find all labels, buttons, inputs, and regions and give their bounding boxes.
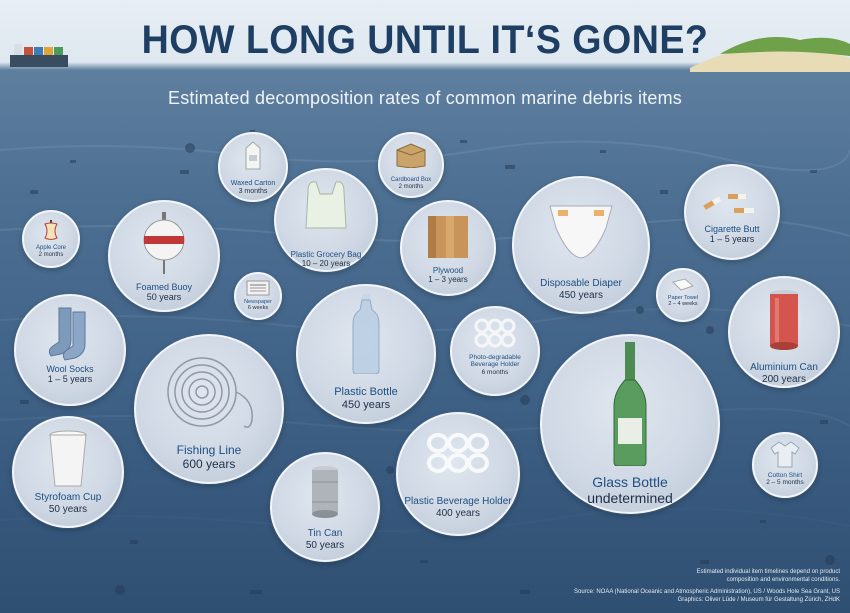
cotton-shirt-time: 2 – 5 months	[766, 479, 804, 487]
aluminium-can-icon	[770, 290, 798, 350]
plywood-time: 1 – 3 years	[428, 275, 468, 285]
bubble-wool-socks: Wool Socks 1 – 5 years	[14, 294, 126, 406]
grocery-bag-time: 10 – 20 years	[301, 259, 351, 269]
plastic-bottle-name: Plastic Bottle	[334, 386, 398, 398]
carton-icon	[245, 141, 261, 170]
bubble-disposable-diaper: Disposable Diaper 450 years	[512, 176, 650, 314]
tin-can-icon	[312, 466, 338, 518]
socks-icon	[48, 307, 86, 361]
bubble-cardboard-box: Cardboard Box 2 months	[378, 132, 444, 198]
bubble-newspaper: Newspaper 6 weeks	[234, 272, 282, 320]
tin-can-time: 50 years	[305, 539, 345, 551]
styrofoam-cup-icon	[49, 430, 87, 487]
cigarette-butt-icon	[703, 194, 754, 213]
plastic-holder-time: 400 years	[436, 507, 480, 519]
fishing-line-time: 600 years	[182, 456, 236, 471]
fishing-line-name: Fishing Line	[176, 443, 242, 457]
plastic-bottle-time: 450 years	[341, 398, 391, 411]
island-icon	[690, 37, 850, 72]
aluminium-can-time: 200 years	[762, 373, 806, 385]
cotton-shirt-icon	[770, 441, 800, 468]
glass-bottle-name: Glass Bottle	[592, 474, 668, 490]
bubble-plywood: Plywood 1 – 3 years	[400, 200, 496, 296]
subtitle: Estimated decomposition rates of common …	[167, 88, 682, 108]
apple-core-name: Apple Core	[35, 245, 67, 251]
buoy-icon	[143, 212, 185, 274]
bubble-aluminium-can: Aluminium Can 200 years	[728, 276, 840, 388]
newspaper-name: Newspaper	[244, 299, 272, 305]
grocery-bag-name: Plastic Grocery Bag	[290, 250, 362, 259]
aluminium-can-name: Aluminium Can	[750, 362, 818, 373]
bubble-tin-can: Tin Can 50 years	[270, 452, 380, 562]
paper-towel-name: Paper Towel	[667, 295, 699, 301]
cigarette-butt-time: 1 – 5 years	[709, 234, 755, 245]
source-line-1: Source: NOAA (National Oceanic and Atmos…	[573, 589, 840, 595]
waxed-carton-time: 3 months	[238, 188, 268, 196]
tin-can-name: Tin Can	[307, 528, 343, 539]
photo-holder-name-1: Photo-degradable	[469, 354, 521, 361]
plywood-icon	[428, 216, 468, 258]
fishing-line-icon	[167, 357, 253, 428]
bubble-styrofoam-cup: Styrofoam Cup 50 years	[12, 416, 124, 528]
bubble-waxed-carton: Waxed Carton 3 months	[218, 132, 288, 202]
cardboard-box-name: Cardboard Box	[390, 177, 432, 183]
ship-icon	[10, 44, 68, 67]
glass-bottle-time: undetermined	[587, 490, 673, 507]
plastic-ring-holder-icon	[427, 433, 489, 473]
newspaper-time: 6 weeks	[247, 305, 269, 312]
styrofoam-cup-time: 50 years	[48, 503, 88, 515]
bubble-apple-core: Apple Core 2 months	[22, 210, 80, 268]
bubble-glass-bottle: Glass Bottle undetermined	[540, 334, 720, 514]
bubble-foamed-buoy: Foamed Buoy 50 years	[108, 200, 220, 312]
plastic-bag-icon	[305, 181, 347, 229]
wool-socks-name: Wool Socks	[46, 364, 94, 374]
bubble-cotton-shirt: Cotton Shirt 2 – 5 months	[752, 432, 818, 498]
apple-core-icon	[44, 220, 58, 240]
box-icon	[396, 143, 426, 168]
newspaper-icon	[246, 280, 270, 296]
plastic-holder-name: Plastic Beverage Holder	[404, 496, 512, 507]
bubble-plastic-holder: Plastic Beverage Holder 400 years	[396, 412, 520, 536]
foamed-buoy-time: 50 years	[146, 292, 182, 303]
bubble-plastic-bottle: Plastic Bottle 450 years	[296, 284, 436, 424]
diaper-name: Disposable Diaper	[540, 278, 622, 289]
main-title: HOW LONG UNTIL IT‘S GONE?	[141, 18, 709, 62]
wool-socks-time: 1 – 5 years	[47, 374, 93, 385]
bubble-paper-towel: Paper Towel 2 – 4 weeks	[656, 268, 710, 322]
source-credit: Source: NOAA (National Oceanic and Atmos…	[574, 588, 840, 604]
cotton-shirt-name: Cotton Shirt	[767, 472, 803, 479]
waxed-carton-name: Waxed Carton	[230, 180, 276, 187]
footnote-line-2: composition and environmental conditions…	[726, 577, 840, 584]
plywood-name: Plywood	[432, 266, 464, 275]
cigarette-butt-name: Cigarette Butt	[704, 224, 760, 234]
paper-towel-time: 2 – 4 weeks	[668, 301, 698, 308]
plastic-bottle-icon	[352, 294, 380, 374]
photo-holder-time: 6 months	[481, 368, 509, 376]
source-line-2: Graphics: Oliver Lüde / Museum für Gesta…	[677, 597, 840, 604]
styrofoam-cup-name: Styrofoam Cup	[34, 492, 102, 503]
bubble-photo-holder: Photo-degradable Beverage Holder 6 month…	[450, 306, 540, 396]
footnote-line-1: Estimated individual item timelines depe…	[696, 569, 840, 575]
bubble-fishing-line: Fishing Line 600 years	[134, 334, 284, 484]
six-pack-ring-icon	[474, 318, 516, 348]
apple-core-time: 2 months	[38, 251, 64, 258]
diaper-icon	[549, 205, 613, 259]
footnote: Estimated individual item timelines depe…	[697, 568, 840, 584]
diaper-time: 450 years	[559, 289, 603, 301]
glass-bottle-icon	[613, 342, 647, 466]
bubble-plastic-grocery-bag: Plastic Grocery Bag 10 – 20 years	[274, 168, 378, 272]
foamed-buoy-name: Foamed Buoy	[135, 282, 193, 292]
paper-towel-icon	[672, 278, 694, 291]
cardboard-box-time: 2 months	[398, 183, 424, 190]
bubble-cigarette-butt: Cigarette Butt 1 – 5 years	[684, 164, 780, 260]
photo-holder-name-2: Beverage Holder	[470, 361, 520, 369]
